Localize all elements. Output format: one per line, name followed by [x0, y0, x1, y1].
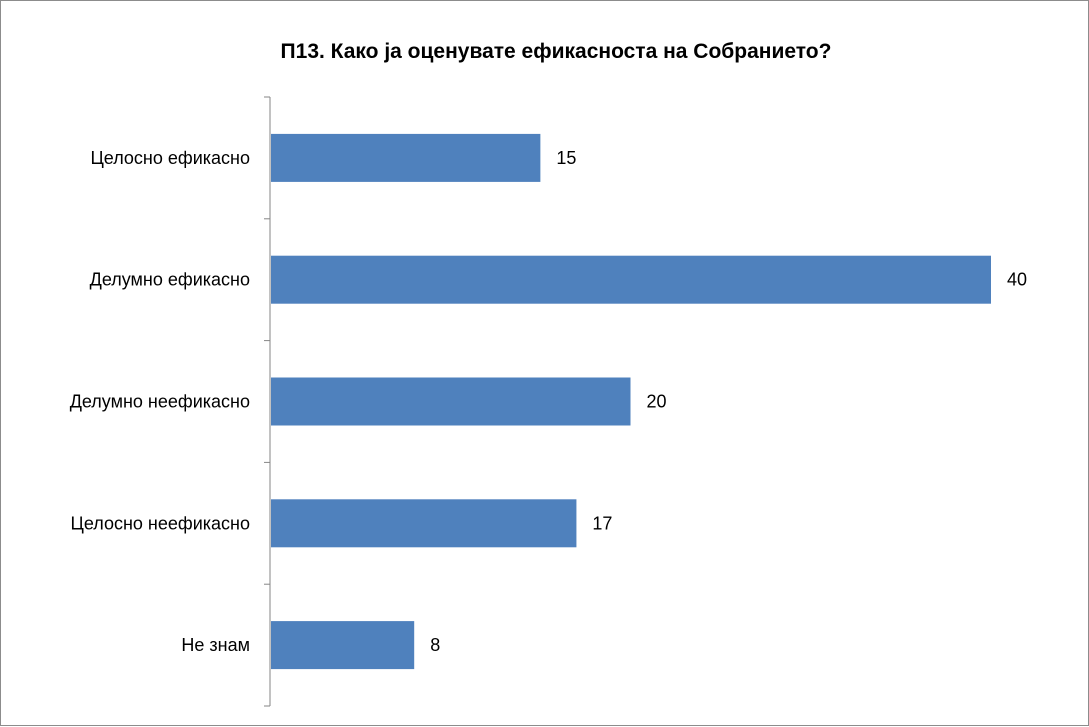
category-axis — [264, 96, 271, 707]
bar — [271, 499, 577, 548]
chart-title: П13. Како ја оценувате ефикасноста на Со… — [281, 40, 832, 63]
category-label: Делумно неефикасно — [70, 392, 250, 412]
category-labels: Целосно ефикасно Делумно ефикасно Делумно … — [70, 148, 250, 655]
category-label: Целосно неефикасно — [71, 513, 250, 533]
bar — [271, 133, 541, 182]
data-label: 15 — [556, 148, 576, 168]
data-label: 17 — [592, 513, 612, 533]
data-labels: 15 40 20 17 8 — [430, 148, 1027, 655]
data-label: 8 — [430, 635, 440, 655]
bar — [271, 377, 631, 426]
category-label: Делумно ефикасно — [90, 270, 250, 290]
bars — [271, 133, 991, 670]
category-label: Не знам — [181, 635, 250, 655]
bar — [271, 255, 991, 304]
data-label: 20 — [647, 392, 667, 412]
bar — [271, 621, 415, 670]
data-label: 40 — [1007, 270, 1027, 290]
category-label: Целосно ефикасно — [90, 148, 250, 168]
